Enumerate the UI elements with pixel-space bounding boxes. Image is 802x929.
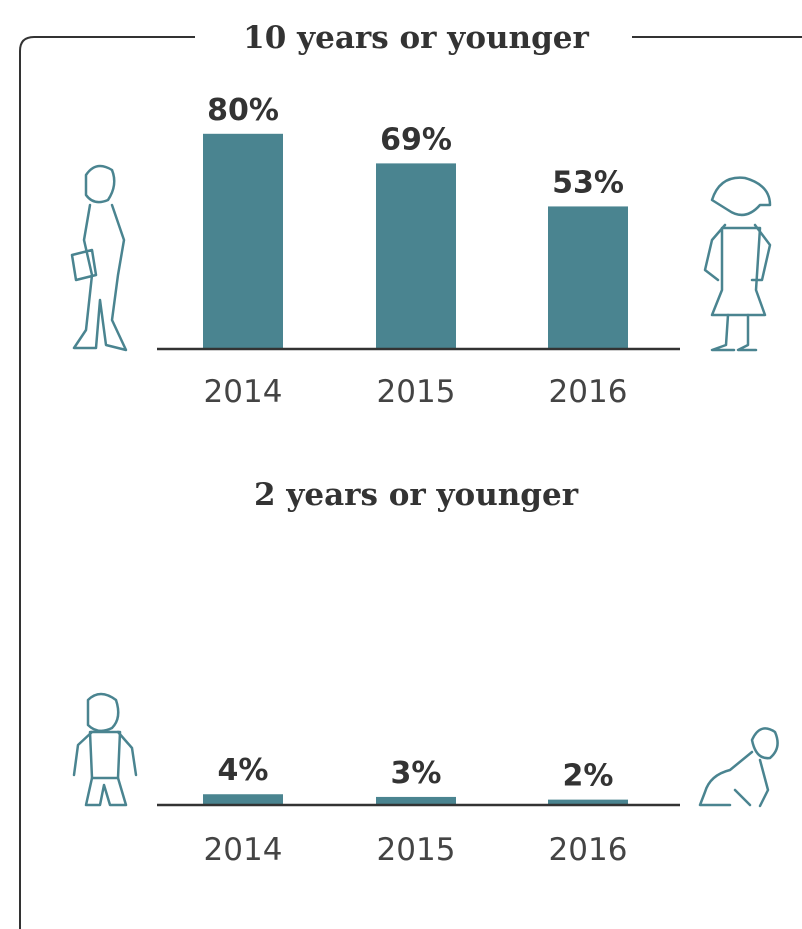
- x-tick-label: 2015: [377, 832, 456, 868]
- bar: [203, 794, 283, 805]
- bar: [548, 206, 628, 349]
- x-tick-label: 2015: [377, 374, 456, 410]
- girl-figure: [705, 178, 770, 350]
- x-tick-label: 2014: [204, 832, 283, 868]
- chart-title: 2 years or younger: [254, 477, 579, 513]
- value-label: 3%: [391, 756, 442, 791]
- infographic: 10 years or younger 80% 2014 69% 2015 53% 2016…: [0, 0, 802, 929]
- baby-figure: [700, 728, 778, 806]
- page: {"chart_data": [ {"type": "bar", "title"…: [0, 0, 802, 929]
- value-label: 69%: [380, 122, 452, 157]
- bar: [376, 163, 456, 349]
- chart-title: 10 years or younger: [243, 20, 589, 56]
- value-label: 53%: [552, 165, 624, 200]
- value-label: 2%: [563, 759, 614, 794]
- value-label: 80%: [207, 93, 279, 128]
- value-label: 4%: [218, 753, 269, 788]
- x-tick-label: 2014: [204, 374, 283, 410]
- x-tick-label: 2016: [549, 374, 628, 410]
- x-tick-label: 2016: [549, 832, 628, 868]
- bar: [203, 134, 283, 349]
- toddler-figure: [74, 694, 136, 805]
- boy-figure: [72, 166, 126, 350]
